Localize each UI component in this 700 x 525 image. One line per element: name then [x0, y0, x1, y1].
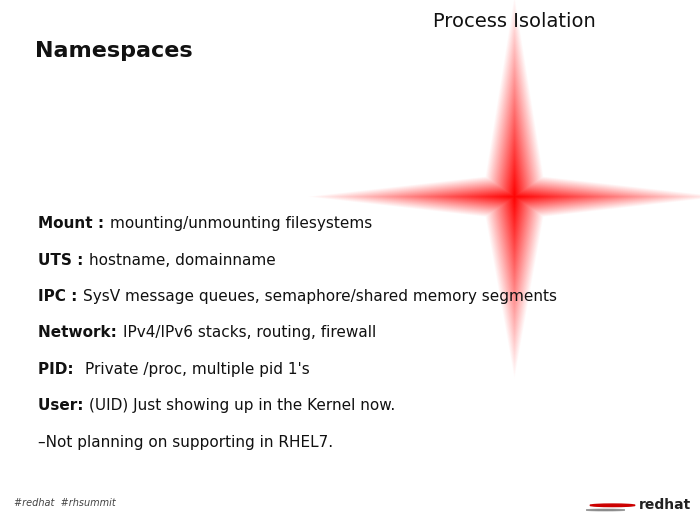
Polygon shape — [369, 55, 660, 325]
Polygon shape — [376, 62, 653, 319]
Polygon shape — [458, 141, 571, 247]
Polygon shape — [312, 0, 700, 375]
Text: redhat: redhat — [639, 498, 692, 512]
Polygon shape — [440, 124, 589, 262]
Text: UTS :: UTS : — [38, 253, 89, 268]
Polygon shape — [318, 6, 700, 369]
Ellipse shape — [587, 509, 624, 511]
Text: IPC :: IPC : — [38, 289, 83, 304]
Polygon shape — [479, 162, 550, 228]
Polygon shape — [333, 20, 696, 356]
Polygon shape — [415, 100, 614, 284]
Polygon shape — [426, 110, 603, 275]
Polygon shape — [383, 69, 646, 312]
Polygon shape — [393, 79, 636, 303]
Circle shape — [590, 504, 635, 507]
Polygon shape — [330, 17, 699, 359]
Polygon shape — [472, 155, 557, 234]
Text: mounting/unmounting filesystems: mounting/unmounting filesystems — [110, 216, 372, 231]
Polygon shape — [500, 183, 528, 209]
Polygon shape — [365, 51, 664, 328]
Polygon shape — [304, 0, 700, 381]
Polygon shape — [482, 165, 547, 225]
Polygon shape — [454, 138, 575, 250]
Text: –Not planning on supporting in RHEL7.: –Not planning on supporting in RHEL7. — [38, 435, 334, 449]
Polygon shape — [386, 72, 643, 309]
Polygon shape — [475, 159, 554, 231]
Polygon shape — [390, 76, 639, 306]
Polygon shape — [461, 145, 568, 244]
Polygon shape — [433, 117, 596, 269]
Polygon shape — [315, 3, 700, 372]
Polygon shape — [322, 10, 700, 365]
Polygon shape — [344, 31, 685, 347]
Polygon shape — [347, 34, 682, 344]
Text: SysV message queues, semaphore/shared memory segments: SysV message queues, semaphore/shared me… — [83, 289, 557, 304]
Text: Process Isolation: Process Isolation — [433, 12, 596, 31]
Polygon shape — [407, 93, 622, 290]
Polygon shape — [497, 180, 532, 212]
Polygon shape — [450, 134, 579, 253]
Polygon shape — [400, 86, 629, 297]
Polygon shape — [511, 193, 518, 200]
Polygon shape — [397, 82, 632, 300]
Polygon shape — [358, 45, 671, 334]
Polygon shape — [436, 121, 593, 266]
Polygon shape — [337, 24, 692, 353]
Polygon shape — [412, 97, 617, 287]
Text: User:: User: — [38, 398, 90, 413]
Text: #redhat  #rhsummit: #redhat #rhsummit — [14, 498, 116, 508]
Polygon shape — [404, 89, 625, 293]
Text: Mount :: Mount : — [38, 216, 110, 231]
Polygon shape — [351, 38, 678, 341]
Polygon shape — [465, 148, 564, 240]
Polygon shape — [372, 58, 657, 322]
Polygon shape — [419, 103, 610, 281]
Polygon shape — [429, 114, 600, 272]
Text: Private /proc, multiple pid 1's: Private /proc, multiple pid 1's — [85, 362, 309, 377]
Polygon shape — [422, 107, 607, 278]
Polygon shape — [493, 176, 536, 215]
Text: hostname, domainname: hostname, domainname — [89, 253, 276, 268]
Polygon shape — [340, 27, 689, 350]
Polygon shape — [468, 152, 561, 237]
Text: (UID) Just showing up in the Kernel now.: (UID) Just showing up in the Kernel now. — [90, 398, 396, 413]
Polygon shape — [361, 48, 668, 331]
Polygon shape — [379, 65, 650, 316]
Polygon shape — [443, 128, 586, 259]
Text: PID:: PID: — [38, 362, 85, 377]
Polygon shape — [326, 14, 700, 362]
Polygon shape — [508, 190, 522, 203]
Polygon shape — [489, 173, 540, 218]
Polygon shape — [354, 41, 675, 338]
Text: Network:: Network: — [38, 326, 122, 340]
Polygon shape — [486, 169, 543, 222]
Polygon shape — [504, 186, 525, 206]
Text: IPv4/IPv6 stacks, routing, firewall: IPv4/IPv6 stacks, routing, firewall — [122, 326, 376, 340]
Polygon shape — [447, 131, 582, 256]
Text: Namespaces: Namespaces — [35, 41, 193, 61]
Polygon shape — [308, 0, 700, 378]
